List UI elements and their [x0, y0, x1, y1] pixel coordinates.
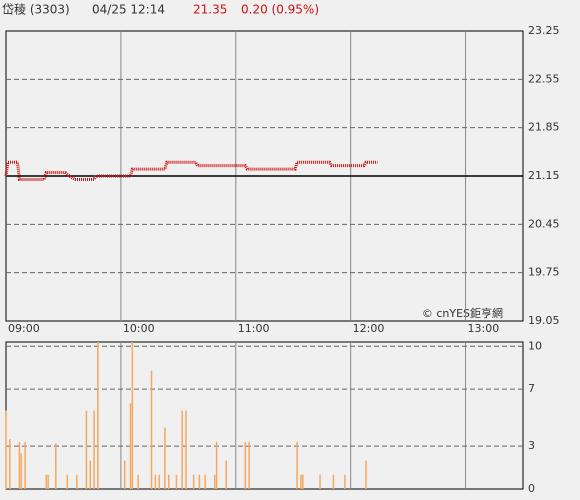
volume-bar — [47, 474, 49, 489]
volume-bar — [66, 474, 69, 489]
y-tick-label: 23.25 — [528, 24, 560, 37]
volume-bar — [158, 474, 160, 489]
x-tick-label: 09:00 — [8, 322, 40, 335]
y-tick-label: 22.55 — [528, 72, 560, 85]
volume-bar — [204, 474, 206, 489]
volume-bar — [97, 342, 99, 489]
y-tick-label: 3 — [528, 439, 535, 452]
volume-bar — [365, 460, 367, 489]
volume-bar — [213, 474, 216, 489]
volume-bar — [18, 441, 21, 489]
y-tick-label: 19.75 — [528, 266, 560, 279]
y-tick-label: 21.85 — [528, 121, 560, 134]
price-change: 0.20 (0.95%) — [241, 3, 319, 17]
volume-bar — [131, 342, 134, 489]
volume-bar — [225, 460, 227, 489]
price-line — [4, 160, 378, 181]
last-price: 21.35 — [193, 3, 227, 17]
volume-bar — [129, 403, 132, 489]
volume-bar — [93, 410, 95, 489]
volume-bar — [181, 410, 183, 489]
volume-bar — [296, 441, 298, 489]
volume-bar — [9, 439, 11, 489]
volume-bar — [89, 460, 92, 489]
watermark: © cnYES鉅亨網 — [422, 306, 503, 320]
volume-bar — [248, 441, 250, 489]
x-tick-label: 11:00 — [238, 322, 270, 335]
volume-bar — [332, 474, 335, 489]
y-tick-label: 0 — [528, 482, 535, 495]
y-tick-label: 20.45 — [528, 217, 560, 230]
volume-bar — [55, 443, 57, 489]
quote-time: 04/25 12:14 — [92, 3, 165, 17]
volume-bar — [175, 474, 178, 489]
volume-bar — [24, 441, 26, 489]
volume-bar — [85, 410, 88, 489]
volume-bar — [20, 453, 23, 489]
x-tick-label: 10:00 — [123, 322, 155, 335]
volume-bar — [137, 474, 139, 489]
volume-bar — [168, 474, 170, 489]
volume-bar — [192, 474, 195, 489]
x-tick-label: 13:00 — [468, 322, 500, 335]
volume-bar — [300, 474, 302, 489]
volume-bar — [198, 474, 201, 489]
volume-bar — [45, 474, 47, 489]
volume-bar — [150, 370, 153, 489]
x-tick-label: 12:00 — [353, 322, 385, 335]
volume-bar — [164, 427, 166, 489]
volume-bar — [154, 474, 157, 489]
y-tick-label: 10 — [528, 339, 542, 352]
volume-bar — [344, 474, 346, 489]
volume-panel — [5, 341, 524, 490]
volume-bar — [185, 410, 187, 489]
volume-bar — [123, 460, 126, 489]
volume-bar — [5, 410, 7, 489]
volume-bar — [302, 474, 304, 489]
volume-bar — [76, 474, 78, 489]
y-tick-label: 19.05 — [528, 314, 560, 327]
y-tick-label: 7 — [528, 382, 535, 395]
volume-bar — [215, 441, 218, 489]
volume-bar — [244, 441, 247, 489]
y-tick-label: 21.15 — [528, 169, 560, 182]
stock-name: 岱稜 (3303) — [2, 3, 70, 17]
volume-bar — [319, 474, 321, 489]
